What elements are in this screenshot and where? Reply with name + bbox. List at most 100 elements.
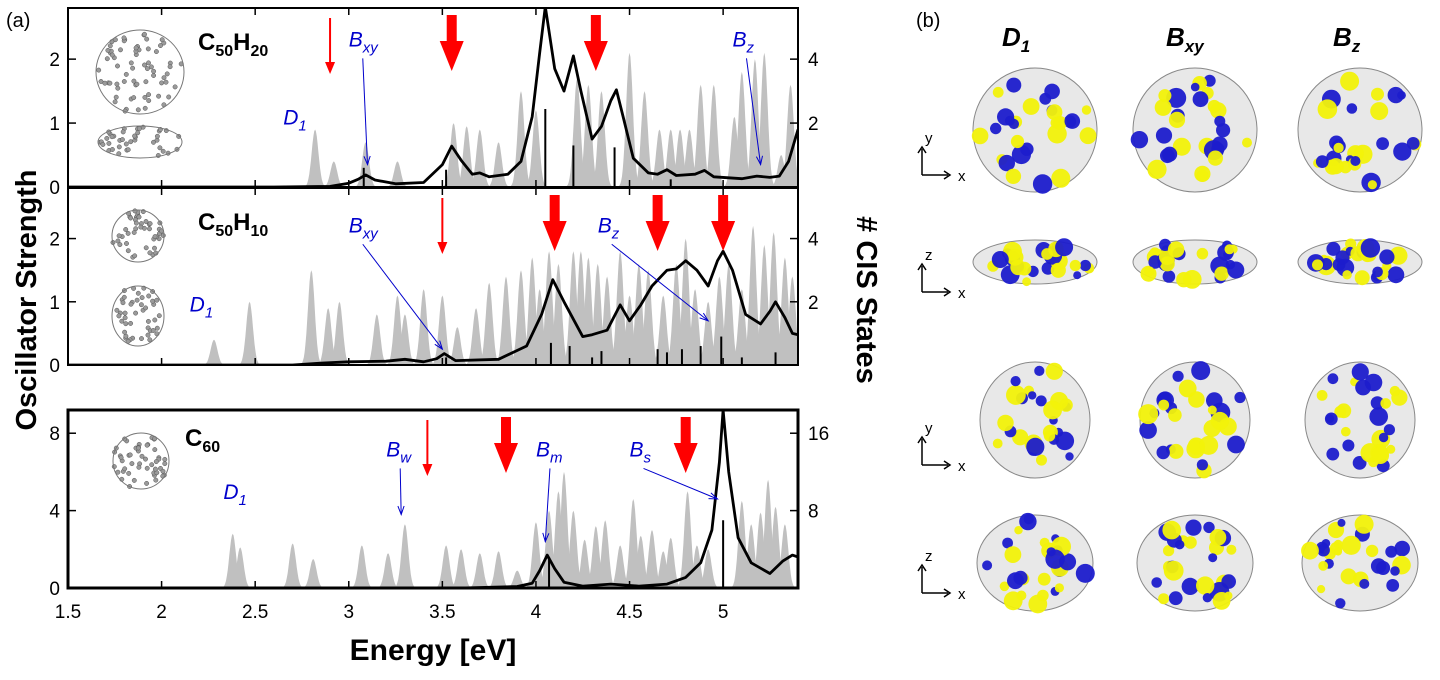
atom bbox=[109, 52, 115, 58]
cis-state-peak bbox=[462, 308, 490, 365]
state-annotation: D1 bbox=[283, 106, 307, 134]
orbital-lobe-blue bbox=[1376, 561, 1391, 575]
atom bbox=[133, 220, 139, 226]
orbital-lobe-blue bbox=[1227, 435, 1245, 454]
atom bbox=[150, 328, 156, 333]
x-tick-label: 4 bbox=[531, 602, 542, 623]
cis-state-peak bbox=[352, 142, 380, 187]
axis-arrowhead bbox=[943, 170, 952, 180]
atom bbox=[128, 60, 134, 66]
orbital-lobe-yellow bbox=[1014, 526, 1023, 535]
orbital-column-bz: Bz bbox=[1333, 22, 1361, 56]
atom bbox=[122, 466, 128, 472]
cis-state-peak bbox=[544, 491, 572, 588]
orbital-lobe-yellow bbox=[1162, 520, 1181, 540]
y-tick-label: 1 bbox=[49, 114, 60, 135]
orbital-lobe-yellow bbox=[1336, 403, 1352, 419]
axis-label-x: x bbox=[958, 586, 966, 603]
cis-state-peak bbox=[739, 225, 767, 365]
atom bbox=[128, 215, 134, 221]
atom bbox=[152, 447, 158, 453]
orbital-lobe-blue bbox=[1023, 514, 1034, 525]
orbital-lobe-blue bbox=[1064, 113, 1081, 129]
orbital-lobe-blue bbox=[1317, 543, 1330, 557]
cis-state-peak bbox=[728, 289, 756, 365]
orbital-lobe-yellow bbox=[1333, 142, 1344, 153]
transition-arrow bbox=[325, 62, 336, 74]
orbital-lobe-blue bbox=[1387, 86, 1405, 104]
cis-state-peak bbox=[279, 543, 307, 588]
axis-arrowhead bbox=[917, 145, 927, 154]
orbital-rendering bbox=[1136, 514, 1254, 612]
orbital-lobe-yellow bbox=[1199, 435, 1219, 455]
annotation-arrowhead bbox=[755, 155, 763, 167]
orbital-lobe-yellow bbox=[1172, 137, 1191, 156]
cis-state-peak bbox=[672, 238, 700, 365]
atom bbox=[161, 75, 167, 81]
cis-state-peak bbox=[631, 91, 658, 187]
cis-state-peak bbox=[625, 263, 653, 365]
transition-arrow bbox=[446, 15, 457, 43]
orbital-lobe-yellow bbox=[999, 581, 1010, 592]
orbital-lobe-yellow bbox=[1168, 111, 1186, 128]
orbital-lobe-blue bbox=[1326, 447, 1340, 461]
atom bbox=[150, 298, 156, 304]
orbital-lobe-yellow bbox=[1168, 408, 1182, 422]
atom bbox=[157, 145, 163, 151]
orbital-lobe-blue bbox=[1175, 540, 1185, 550]
atom bbox=[167, 64, 173, 70]
atom bbox=[120, 300, 126, 306]
atom bbox=[142, 105, 148, 111]
orbital-lobe-yellow bbox=[1333, 539, 1343, 549]
orbital-lobe-blue bbox=[1327, 373, 1339, 385]
orbital-lobe-blue bbox=[1148, 255, 1162, 269]
cis-state-peak bbox=[747, 512, 774, 588]
annotation-arrowhead bbox=[363, 155, 371, 167]
cis-state-peak bbox=[616, 295, 643, 365]
cis-state-peak bbox=[627, 535, 655, 588]
atom bbox=[131, 95, 137, 101]
annotation-pointer bbox=[643, 467, 718, 500]
atom bbox=[163, 79, 169, 85]
atom bbox=[133, 310, 139, 316]
cis-state-peak bbox=[666, 129, 694, 187]
cis-state-peak bbox=[778, 276, 798, 365]
orbital-rendering bbox=[1301, 514, 1419, 612]
cis-state-peak bbox=[750, 244, 778, 365]
transition-arrow bbox=[439, 41, 464, 71]
orbital-lobe-yellow bbox=[1158, 593, 1170, 605]
y-tick-label: 1 bbox=[49, 293, 60, 314]
atom bbox=[135, 445, 141, 451]
orbital-lobe-blue bbox=[1020, 142, 1034, 156]
axis-label-x: x bbox=[958, 285, 966, 302]
atom bbox=[135, 107, 141, 113]
atom bbox=[131, 78, 137, 84]
y2-tick-label: 8 bbox=[808, 502, 819, 523]
atom bbox=[119, 137, 125, 143]
orbital-lobe-yellow bbox=[997, 414, 1014, 432]
orbital-lobe-yellow bbox=[1212, 592, 1231, 610]
orbital-lobe-blue bbox=[982, 560, 993, 571]
atom bbox=[147, 250, 153, 256]
cis-state-peak bbox=[591, 520, 619, 588]
orbital-column-d1: D1 bbox=[1002, 22, 1031, 56]
cis-state-peak bbox=[507, 91, 535, 187]
cis-state-peak bbox=[503, 570, 531, 588]
state-annotation: Bm bbox=[536, 438, 563, 466]
cis-state-peak bbox=[485, 551, 512, 588]
state-annotation: D1 bbox=[223, 481, 247, 509]
orbital-lobe-blue bbox=[1387, 266, 1405, 284]
cis-state-peak bbox=[574, 257, 602, 365]
cis-state-peak bbox=[593, 276, 621, 365]
orbital-lobe-blue bbox=[1032, 174, 1053, 194]
atom bbox=[144, 480, 150, 486]
molecule-formula: C50H20 bbox=[198, 29, 268, 60]
orbital-lobe-yellow bbox=[1209, 529, 1227, 546]
orbital-rendering bbox=[979, 361, 1091, 479]
transition-arrow bbox=[652, 195, 663, 223]
cis-state-peak bbox=[760, 232, 788, 365]
orbital-lobe-blue bbox=[1026, 437, 1045, 456]
cis-state-peak bbox=[219, 533, 247, 588]
cis-state-peak bbox=[314, 308, 342, 365]
